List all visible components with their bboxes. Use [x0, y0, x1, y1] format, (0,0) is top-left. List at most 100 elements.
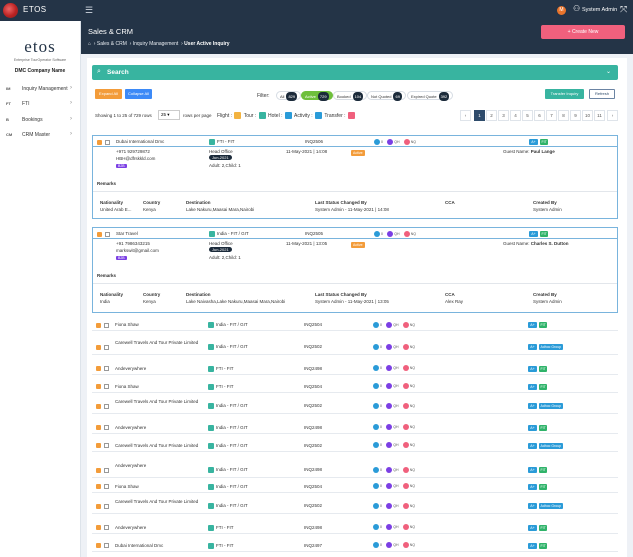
assign-button[interactable]: A+ [528, 384, 537, 390]
transfer-inquiry-button[interactable]: Transfer Inquiry [545, 89, 584, 99]
page-button[interactable]: 4 [510, 110, 521, 121]
home-icon[interactable]: ⌂ [88, 41, 92, 47]
expand-toggle[interactable] [96, 484, 101, 489]
fullscreen-icon[interactable]: ⤧ [620, 4, 628, 14]
inquiry-id[interactable]: INQ2504 [304, 484, 323, 489]
assign-button[interactable]: A+ [528, 543, 537, 549]
row-checkbox[interactable] [104, 345, 109, 350]
inquiry-row[interactable]: Star Travel India - FIT / GIT INQ2505 0 … [92, 227, 618, 239]
expand-toggle[interactable] [96, 366, 101, 371]
row-checkbox[interactable] [104, 404, 109, 409]
search-panel-toggle[interactable]: ⌕ Search ⌄ [92, 65, 618, 80]
row-checkbox[interactable] [105, 232, 110, 237]
row-checkbox[interactable] [104, 323, 109, 328]
inquiry-row[interactable]: Carewell Travels And Tour Private Limite… [92, 498, 618, 514]
page-button[interactable]: 3 [498, 110, 509, 121]
assign-button[interactable]: A+ [528, 403, 537, 409]
sidebar-item-fti[interactable]: FT FTI › [0, 97, 81, 111]
inquiry-row[interactable]: Andeverywhere India - FIT / GIT INQ2498 … [92, 421, 618, 434]
user-name[interactable]: System Admin [582, 7, 618, 13]
page-button[interactable]: 1 [474, 110, 485, 121]
inquiry-id[interactable]: INQ2504 [304, 322, 323, 327]
assign-button[interactable]: A+ [528, 366, 537, 372]
customer-name[interactable]: Andeverywhere [115, 463, 147, 468]
page-button[interactable]: 7 [546, 110, 557, 121]
assign-button[interactable]: A+ [528, 503, 537, 509]
inquiry-id[interactable]: INQ2504 [304, 384, 323, 389]
inquiry-id[interactable]: INQ2498 [304, 366, 323, 371]
assign-button[interactable]: A+ [528, 525, 537, 531]
row-checkbox[interactable] [104, 525, 109, 530]
sidebar-item-crm-master[interactable]: CM CRM Master › [0, 128, 81, 142]
assign-button[interactable]: A+ [528, 322, 537, 328]
expand-toggle[interactable] [96, 504, 101, 509]
email[interactable]: HBH@dfrskkld.com [116, 156, 156, 161]
row-checkbox[interactable] [104, 425, 109, 430]
collapse-all-button[interactable]: Collapse All [125, 89, 152, 99]
filter-not-quoted[interactable]: Not Quoted 69 [367, 91, 406, 101]
customer-name[interactable]: Carewell Travels And Tour Private Limite… [115, 443, 199, 448]
inquiry-row[interactable]: Andeverywhere India - FIT / GIT INQ2498 … [92, 462, 618, 478]
filter-all[interactable]: All 829 [276, 91, 302, 101]
page-button[interactable]: 6 [534, 110, 545, 121]
page-prev[interactable]: ‹ [460, 110, 471, 121]
assign-button[interactable]: A+ [529, 139, 538, 145]
expand-toggle[interactable] [96, 443, 101, 448]
page-button[interactable]: 2 [486, 110, 497, 121]
inquiry-id[interactable]: INQ2498 [304, 425, 323, 430]
expand-toggle[interactable] [96, 384, 101, 389]
inquiry-id[interactable]: INQ2502 [304, 443, 323, 448]
customer-name[interactable]: Star Travel [116, 231, 138, 236]
expand-toggle[interactable] [97, 232, 102, 237]
customer-name[interactable]: Carewell Travels And Tour Private Limite… [115, 499, 199, 504]
expand-toggle[interactable] [96, 425, 101, 430]
customer-name[interactable]: Dubai International Dmc [115, 543, 164, 548]
customer-name[interactable]: Carewell Travels And Tour Private Limite… [115, 399, 199, 404]
inquiry-row[interactable]: Fiona Shaw India - FIT / GIT INQ2504 0 Q… [92, 480, 618, 493]
customer-name[interactable]: Andeverywhere [115, 525, 147, 530]
inquiry-row[interactable]: Carewell Travels And Tour Private Limite… [92, 339, 618, 355]
assign-button[interactable]: A+ [529, 231, 538, 237]
page-button[interactable]: 9 [570, 110, 581, 121]
filter-active[interactable]: Active 729 [301, 91, 333, 101]
inquiry-row[interactable]: Andeverywhere FTI - FIT INQ2498 0 QH NQ … [92, 521, 618, 534]
row-checkbox[interactable] [104, 504, 109, 509]
expand-toggle[interactable] [96, 543, 101, 548]
row-checkbox[interactable] [104, 384, 109, 389]
expand-toggle[interactable] [96, 345, 101, 350]
filter-booked[interactable]: Booked 104 [333, 91, 368, 101]
customer-name[interactable]: Dubai International Dmc [116, 139, 165, 144]
row-checkbox[interactable] [104, 484, 109, 489]
page-button[interactable]: 11 [594, 110, 605, 121]
expand-toggle[interactable] [96, 323, 101, 328]
inquiry-row[interactable]: Carewell Travels And Tour Private Limite… [92, 398, 618, 414]
inquiry-id[interactable]: INQ2506 [305, 139, 324, 144]
assign-button[interactable]: A+ [528, 344, 537, 350]
customer-name[interactable]: Fiona Shaw [115, 322, 139, 327]
sidebar-item-inquiry-management[interactable]: IM Inquiry Management › [0, 82, 81, 96]
expand-toggle[interactable] [96, 468, 101, 473]
expand-toggle[interactable] [96, 525, 101, 530]
customer-name[interactable]: Andeverywhere [115, 366, 147, 371]
inquiry-id[interactable]: INQ2498 [304, 467, 323, 472]
create-new-button[interactable]: + Create New [541, 25, 625, 39]
user-badge[interactable]: M [557, 6, 566, 15]
menu-toggle-icon[interactable]: ☰ [85, 5, 94, 15]
breadcrumb-item[interactable]: Sales & CRM [96, 41, 127, 47]
page-button[interactable]: 10 [582, 110, 593, 121]
assign-button[interactable]: A+ [528, 467, 537, 473]
inquiry-id[interactable]: INQ2505 [305, 231, 324, 236]
inquiry-id[interactable]: INQ2502 [304, 344, 323, 349]
row-checkbox[interactable] [104, 468, 109, 473]
assign-button[interactable]: A+ [528, 425, 537, 431]
inquiry-row[interactable]: Dubai International Dmc FTI - FIT INQ250… [92, 135, 618, 147]
customer-name[interactable]: Fiona Shaw [115, 484, 139, 489]
row-checkbox[interactable] [105, 140, 110, 145]
sidebar-item-bookings[interactable]: B Bookings › [0, 113, 81, 127]
page-next[interactable]: › [607, 110, 618, 121]
email[interactable]: markswit@gmail.com [116, 248, 159, 253]
customer-name[interactable]: Andeverywhere [115, 425, 147, 430]
breadcrumb-item[interactable]: Inquiry Management [132, 41, 179, 47]
inquiry-row[interactable]: Fiona Shaw FTI - FIT INQ2504 0 QH NQ A+ … [92, 380, 618, 393]
page-button[interactable]: 8 [558, 110, 569, 121]
